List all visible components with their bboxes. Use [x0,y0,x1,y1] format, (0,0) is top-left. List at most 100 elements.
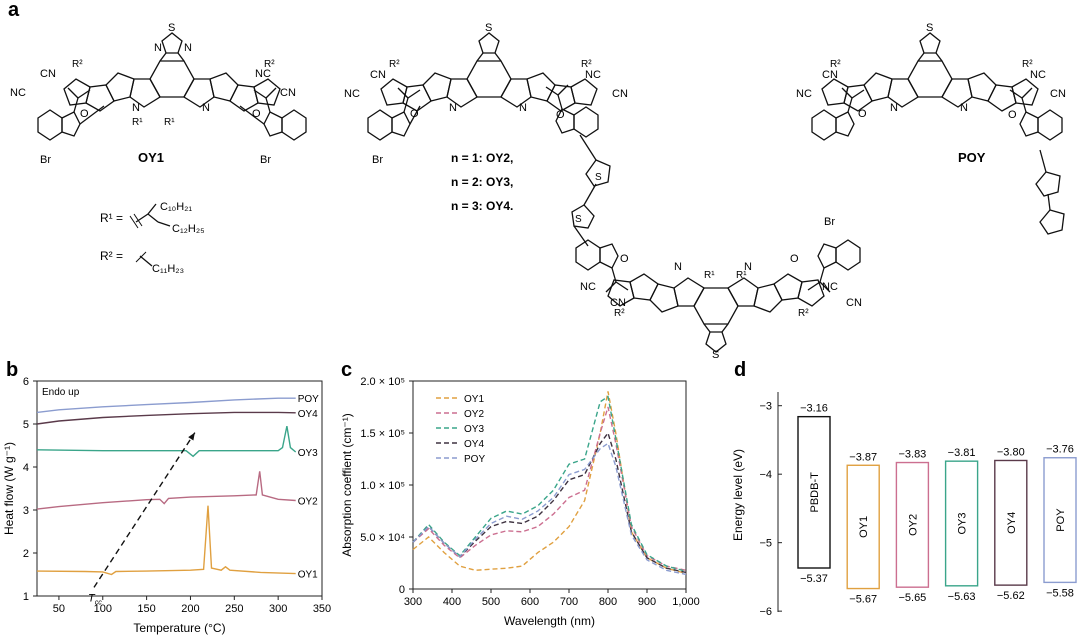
olig-lower-nc-right: NC [822,281,838,293]
r1-wavy-bond [129,213,143,229]
olig-lower-o-right: O [790,253,799,265]
series-line-oy3 [36,425,297,458]
legend-label-oy3: OY3 [464,424,484,435]
oy1-cn-left: CN [40,68,56,80]
energy-level-chart: −3 −4 −5 −6 Energy level (eV) PBDB-T −3.16 −5.3… [731,392,1077,618]
oy1-r1-left: R¹ [132,117,143,128]
oy1-o-right: O [252,108,261,120]
legend-label-oy1: OY1 [464,394,484,405]
homo-label-pbdb-t: −5.37 [800,573,828,585]
legend-label-oy2: OY2 [464,409,484,420]
oy1-cn-right: CN [280,87,296,99]
oy1-left-endgroup [37,87,105,141]
tcc-arrow-head [188,432,195,441]
olig-lower-cn: CN [610,297,626,309]
level-box-pbdb-t [797,415,831,569]
r1-chain-b: C₁₂H₂₅ [172,223,205,235]
oy1-nc-right: NC [255,68,271,80]
homo-label-poy: −5.58 [1046,587,1074,599]
series-label-poy: POY [298,394,319,405]
oligomer-left-endgroup [367,87,421,141]
level-box-oy1 [846,464,880,590]
y-tick-label: 3 [23,505,29,517]
oy1-n-atom-left: N [154,42,162,54]
level-name-pbdb-t: PBDB-T [809,472,821,513]
olig-lower-br: Br [824,216,835,228]
x-tick-label: 500 [482,596,500,608]
panel-a-letter: a [8,0,20,21]
x-tick-label: 200 [181,603,199,615]
y-tick-label: −4 [759,469,772,481]
olig-nc-right: NC [585,69,601,81]
r2-definition: R² = [100,249,123,263]
y-tick-label: 2.0 × 10⁵ [360,376,405,388]
oy1-br-right: Br [260,154,271,166]
oy1-br-left: Br [40,154,51,166]
y-axis-label: Absorption coeffient (cm⁻¹) [340,413,354,557]
y-tick-label: 1.0 × 10⁵ [360,480,405,492]
series-label-oy1: OY1 [298,570,318,581]
oy1-r1-right: R¹ [164,117,175,128]
olig-nc-left: NC [344,88,360,100]
homo-label-oy4: −5.62 [997,590,1025,602]
x-tick-label: 1,000 [672,596,700,608]
plot-frame [36,380,323,597]
n3-label: n = 3: OY4. [451,199,513,213]
x-tick-label: 150 [137,603,155,615]
poy-r2-right: R² [1022,59,1033,70]
x-tick-label: 300 [404,596,422,608]
olig-thiophene-s1: S [595,172,602,183]
series-label-oy3: OY3 [298,448,318,459]
olig-o-left: O [410,108,419,120]
series-line-oy2 [412,406,687,571]
y-tick-label: −5 [759,538,772,550]
olig-cn-right: CN [612,88,628,100]
x-tick-label: 800 [599,596,617,608]
olig-cn-left: CN [370,69,386,81]
lumo-label-oy1: −3.87 [849,451,877,463]
olig-lower-n-right: N [744,261,752,273]
series-line-oy3 [412,395,687,572]
y-tick-label: 4 [23,462,29,474]
legend-label-oy4: OY4 [464,439,484,450]
r2-bond [139,255,153,267]
x-tick-label: 100 [94,603,112,615]
y-axis-label: Energy level (eV) [731,449,745,541]
level-name-oy4: OY4 [1006,512,1018,534]
x-tick-label: 300 [269,603,287,615]
oy1-n-right: N [202,102,210,114]
poy-o-left: O [858,108,867,120]
olig-upper-r2-right: R² [581,59,592,70]
panel-d-letter: d [734,359,746,381]
tcc-arrow [93,432,196,588]
series-label-oy4: OY4 [298,409,318,420]
olig-lower-nc: NC [580,281,596,293]
panel-c-letter: c [341,359,352,381]
n1-label: n = 1: OY2, [451,151,513,165]
olig-br-left: Br [372,154,383,166]
x-tick-label: 900 [638,596,656,608]
y-tick-label: 0 [399,584,405,596]
olig-upper-s: S [485,22,492,34]
oy1-n-atom-right: N [184,42,192,54]
level-name-oy2: OY2 [907,514,919,536]
olig-lower-s: S [712,349,719,361]
homo-label-oy2: −5.65 [898,592,926,604]
olig-lower-r1-left: R¹ [704,270,715,281]
y-axis-label: Heat flow (W g⁻¹) [2,442,16,535]
olig-upper-n-right: N [519,102,527,114]
lumo-label-oy2: −3.83 [898,449,926,461]
oy1-n-left: N [132,102,140,114]
poy-label: POY [958,150,986,165]
x-tick-label: 600 [521,596,539,608]
olig-lower-r2-right: R² [798,308,809,319]
series-line-oy4 [36,411,296,425]
r1-chain-a: C₁₀H₂₁ [160,201,192,213]
endo-up-annotation: Endo up [42,387,80,398]
y-tick-label: 1.5 × 10⁵ [360,428,405,440]
level-name-oy3: OY3 [957,512,969,534]
x-tick-label: 250 [225,603,243,615]
level-name-poy: POY [1055,508,1067,532]
oy1-r2-left: R² [72,59,83,70]
